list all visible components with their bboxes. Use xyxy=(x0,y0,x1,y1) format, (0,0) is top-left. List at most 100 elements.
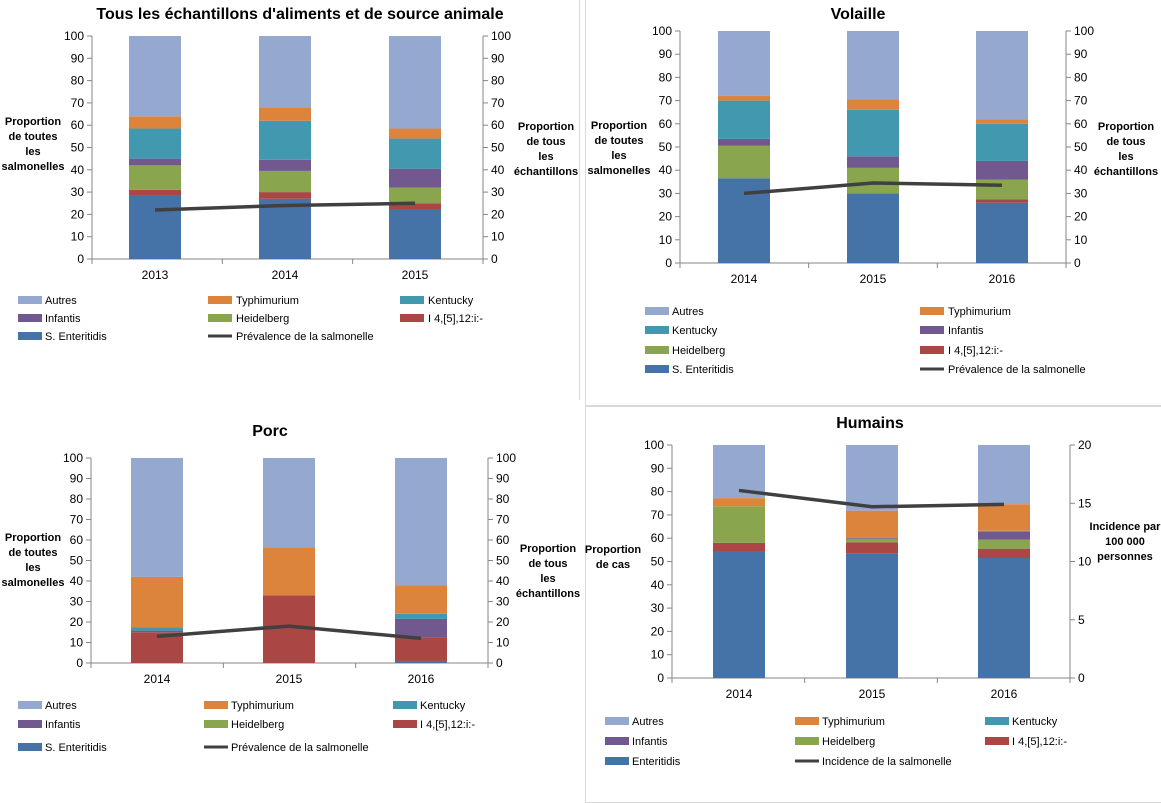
y-tick-label: 10 xyxy=(659,233,673,247)
bar-segment-i-4-5-12-i- xyxy=(713,542,765,552)
legend-swatch xyxy=(645,365,669,373)
bar-segment-autres xyxy=(395,458,447,586)
bar-segment-i-4-5-12-i- xyxy=(131,632,183,663)
y-axis-label: les xyxy=(611,150,626,162)
y2-tick-label: 60 xyxy=(491,118,505,132)
y2-tick-label: 0 xyxy=(496,656,503,670)
y-axis-label: de toutes xyxy=(595,135,644,147)
bar-segment-typhimurium xyxy=(389,128,441,139)
bar-segment-typhimurium xyxy=(847,99,899,110)
chart-title: Porc xyxy=(252,423,288,440)
y-tick-label: 100 xyxy=(64,29,84,43)
y-tick-label: 0 xyxy=(665,256,672,270)
y-axis-label: les xyxy=(25,562,40,574)
y-tick-label: 60 xyxy=(651,531,665,545)
y-axis-label: Proportion xyxy=(5,116,61,128)
bar-segment-autres xyxy=(846,445,898,511)
legend-swatch xyxy=(605,737,629,745)
legend-swatch xyxy=(208,314,232,322)
y2-tick-label: 40 xyxy=(496,574,510,588)
y2-axis-label: échantillons xyxy=(516,588,580,600)
legend-swatch xyxy=(18,701,42,709)
legend-item: Infantis xyxy=(948,325,984,337)
y2-tick-label: 100 xyxy=(496,451,516,465)
bar-segment-i-4-5-12-i- xyxy=(395,637,447,661)
x-tick-label: 2013 xyxy=(142,268,169,282)
y-tick-label: 80 xyxy=(71,74,85,88)
bar-segment-i-4-5-12-i- xyxy=(976,199,1028,203)
bar-segment-s-enteritidis xyxy=(389,209,441,259)
bar-segment-enteritidis xyxy=(846,553,898,678)
line-series xyxy=(738,488,1005,509)
bar-segment-autres xyxy=(976,31,1028,120)
bar-segment-infantis xyxy=(846,537,898,539)
bar-segment-kentucky xyxy=(259,120,311,160)
y2-tick-label: 100 xyxy=(1074,24,1094,38)
bar-segment-autres xyxy=(131,458,183,577)
y2-tick-label: 10 xyxy=(1074,233,1088,247)
y-axis-label: Proportion xyxy=(585,544,641,556)
y2-tick-label: 40 xyxy=(491,163,505,177)
bar-segment-kentucky xyxy=(131,627,183,631)
panel-volaille xyxy=(585,0,1161,407)
y2-tick-label: 50 xyxy=(496,554,510,568)
y2-tick-label: 30 xyxy=(491,185,505,199)
chart-title: Tous les échantillons d'aliments et de s… xyxy=(96,6,503,23)
bar-segment-i-4-5-12-i- xyxy=(978,548,1030,559)
y2-tick-label: 50 xyxy=(1074,140,1088,154)
bar-segment-kentucky xyxy=(976,123,1028,161)
legend-swatch xyxy=(204,701,228,709)
y2-tick-label: 0 xyxy=(1074,256,1081,270)
y-tick-label: 100 xyxy=(644,438,664,452)
y2-axis-label: les xyxy=(1118,151,1133,163)
bar-segment-kentucky xyxy=(718,100,770,139)
legend-item: Prévalence de la salmonelle xyxy=(236,331,374,343)
bar-segment-typhimurium xyxy=(131,576,183,628)
bar-segment-infantis xyxy=(389,168,441,188)
x-tick-label: 2015 xyxy=(276,672,303,686)
bar-segment-i-4-5-12-i- xyxy=(389,203,441,210)
y2-tick-label: 0 xyxy=(1078,671,1085,685)
bar-segment-infantis xyxy=(131,630,183,633)
legend-item: Heidelberg xyxy=(822,736,875,748)
y2-axis-label: 100 000 xyxy=(1105,536,1145,548)
y-tick-label: 40 xyxy=(651,578,665,592)
legend-swatch xyxy=(795,717,819,725)
legend-item: Typhimurium xyxy=(822,716,885,728)
legend-item: Autres xyxy=(45,295,77,307)
bar-segment-autres xyxy=(129,36,181,117)
bar-segment-heidelberg xyxy=(129,165,181,190)
y-tick-label: 60 xyxy=(659,117,673,131)
x-tick-label: 2014 xyxy=(272,268,299,282)
legend-item: Typhimurium xyxy=(948,306,1011,318)
bar-segment-infantis xyxy=(847,156,899,168)
y2-tick-label: 50 xyxy=(491,141,505,155)
y2-tick-label: 90 xyxy=(491,51,505,65)
y2-tick-label: 80 xyxy=(1074,70,1088,84)
legend-swatch xyxy=(645,326,669,334)
legend-item: S. Enteritidis xyxy=(672,364,734,376)
legend-item: Kentucky xyxy=(672,325,718,337)
legend-swatch xyxy=(920,307,944,315)
y-tick-label: 0 xyxy=(76,656,83,670)
y-tick-label: 70 xyxy=(651,508,665,522)
legend-item: S. Enteritidis xyxy=(45,742,107,754)
y2-tick-label: 20 xyxy=(1078,438,1092,452)
y-tick-label: 60 xyxy=(71,118,85,132)
legend-item: I 4,[5],12:i:- xyxy=(1012,736,1067,748)
bar-segment-typhimurium xyxy=(713,498,765,507)
y2-tick-label: 30 xyxy=(1074,186,1088,200)
legend-swatch xyxy=(400,296,424,304)
bar-segment-s-enteritidis xyxy=(259,198,311,259)
x-tick-label: 2014 xyxy=(726,687,753,701)
x-tick-label: 2014 xyxy=(731,272,758,286)
x-tick-label: 2016 xyxy=(989,272,1016,286)
legend-item: Infantis xyxy=(45,313,81,325)
y2-tick-label: 100 xyxy=(491,29,511,43)
y2-tick-label: 5 xyxy=(1078,613,1085,627)
y-axis-label: Proportion xyxy=(5,532,61,544)
x-tick-label: 2015 xyxy=(860,272,887,286)
legend-swatch xyxy=(18,743,42,751)
y2-axis-label: Proportion xyxy=(518,121,574,133)
